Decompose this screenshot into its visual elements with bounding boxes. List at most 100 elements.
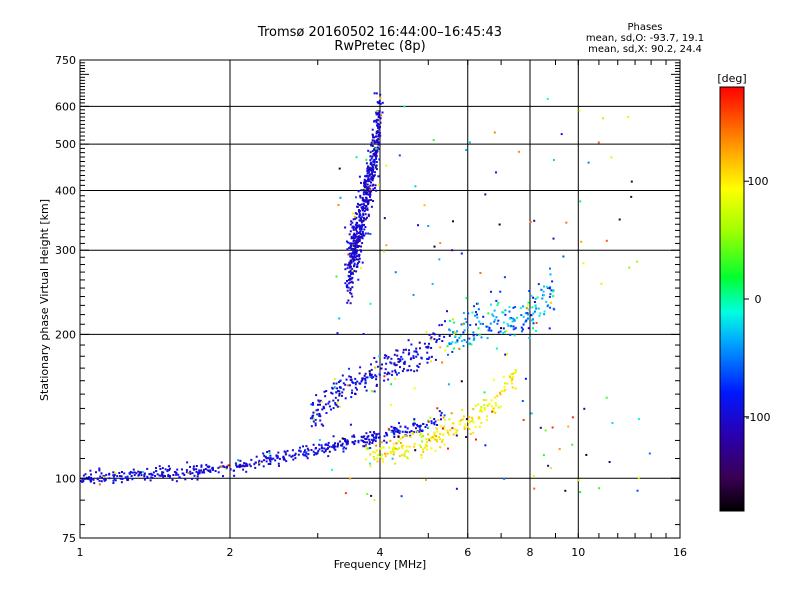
echo-point	[269, 457, 272, 460]
echo-point	[112, 475, 115, 478]
echo-point	[492, 407, 495, 410]
echo-point	[564, 489, 567, 492]
echo-point	[182, 472, 185, 475]
echo-point	[341, 374, 344, 377]
echo-point	[200, 469, 203, 472]
echo-point	[360, 203, 363, 206]
echo-point	[294, 457, 297, 460]
echo-point	[441, 440, 443, 443]
echo-point	[398, 447, 401, 450]
echo-point	[201, 471, 204, 474]
echo-point	[242, 464, 245, 467]
echo-point	[358, 257, 361, 260]
echo-point	[451, 350, 454, 353]
echo-point	[600, 282, 603, 285]
echo-point	[353, 253, 356, 256]
echo-point	[528, 337, 531, 339]
echo-point	[355, 258, 358, 261]
echo-point	[347, 263, 350, 266]
echo-point	[429, 337, 432, 340]
echo-point	[220, 465, 223, 468]
echo-point	[506, 353, 508, 356]
echo-point	[448, 418, 451, 421]
echo-point	[482, 399, 485, 401]
echo-point	[378, 436, 380, 439]
echo-point	[370, 198, 373, 201]
echo-point	[367, 435, 370, 438]
echo-point	[368, 438, 371, 441]
echo-point	[336, 387, 339, 390]
echo-point	[357, 278, 360, 281]
echo-point	[373, 390, 376, 393]
echo-point	[565, 221, 568, 224]
echo-point	[334, 403, 337, 406]
echo-point	[367, 166, 370, 169]
echo-point	[334, 442, 337, 445]
echo-point	[324, 395, 327, 398]
echo-point	[131, 471, 134, 474]
echo-point	[366, 186, 369, 189]
echo-point	[534, 310, 536, 313]
echo-point	[478, 416, 481, 419]
echo-point	[351, 389, 354, 392]
echo-point	[365, 196, 367, 199]
echo-point	[369, 376, 372, 378]
echo-point	[383, 435, 386, 438]
echo-point	[450, 342, 453, 345]
echo-point	[511, 382, 513, 385]
echo-point	[534, 305, 537, 308]
echo-point	[373, 119, 376, 122]
echo-point	[236, 465, 238, 468]
echo-point	[362, 214, 365, 217]
echo-point	[437, 435, 440, 438]
echo-point	[495, 316, 498, 319]
echo-point	[390, 431, 393, 433]
echo-point	[167, 473, 170, 476]
echo-point	[461, 418, 464, 421]
echo-point	[493, 309, 496, 312]
echo-point	[503, 276, 506, 279]
echo-point	[206, 469, 209, 472]
echo-point	[423, 342, 426, 345]
echo-point	[433, 245, 436, 248]
echo-point	[349, 287, 352, 290]
echo-point	[605, 239, 608, 242]
echo-point	[364, 218, 367, 221]
echo-point	[360, 206, 363, 209]
echo-point	[374, 166, 377, 169]
echo-point	[99, 475, 102, 478]
echo-point	[363, 204, 366, 207]
echo-point	[365, 389, 368, 392]
echo-point	[393, 451, 396, 453]
echo-point	[349, 302, 352, 305]
echo-point	[495, 299, 498, 302]
echo-point	[468, 428, 471, 431]
echo-point	[359, 249, 362, 252]
echo-point	[102, 476, 105, 479]
echo-point	[249, 465, 252, 468]
echo-point	[359, 194, 362, 197]
echo-point	[349, 246, 352, 249]
echo-point	[338, 392, 341, 395]
echo-point	[298, 449, 301, 452]
echo-point	[351, 247, 354, 250]
echo-point	[558, 448, 561, 451]
echo-point	[511, 317, 514, 320]
echo-point	[89, 477, 92, 479]
echo-point	[353, 262, 356, 265]
echo-point	[371, 133, 374, 136]
echo-point	[450, 412, 453, 415]
echo-point	[214, 470, 217, 472]
echo-point	[292, 458, 295, 461]
x-tick-label: 6	[464, 546, 471, 559]
echo-point	[358, 240, 361, 243]
echo-point	[354, 251, 356, 254]
echo-point	[479, 410, 482, 413]
echo-point	[331, 445, 334, 448]
echo-point	[546, 287, 549, 289]
echo-point	[382, 460, 385, 463]
echo-point	[510, 324, 513, 327]
echo-point	[229, 468, 232, 471]
echo-point	[418, 341, 421, 344]
echo-point	[467, 312, 470, 315]
